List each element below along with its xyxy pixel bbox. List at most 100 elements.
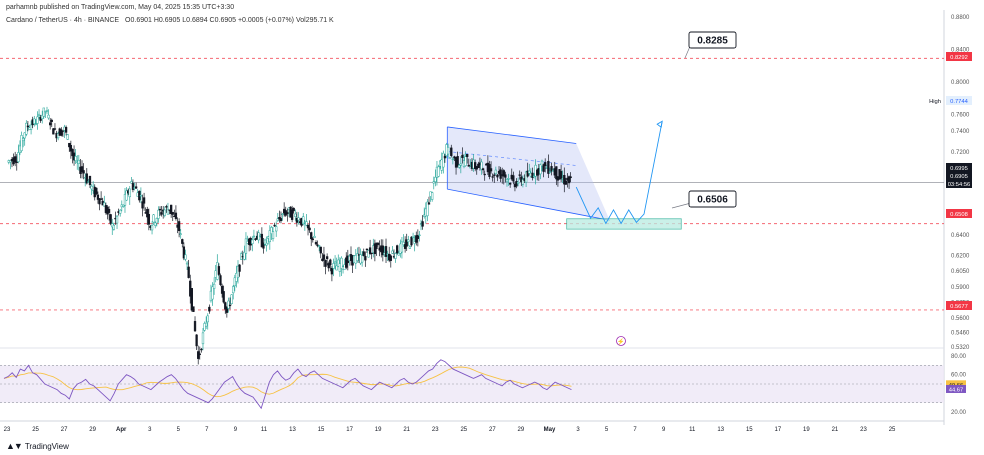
candle-body: [25, 122, 28, 135]
candle-body: [115, 215, 119, 224]
candle-body: [276, 218, 279, 221]
candle-body: [281, 213, 284, 216]
candle-body: [139, 195, 143, 197]
time-tick-19: May: [544, 427, 556, 433]
candle-body: [270, 227, 273, 234]
time-tick-4: Apr: [116, 427, 127, 433]
time-tick-30: 23: [860, 427, 867, 433]
candle-body: [491, 176, 494, 178]
candle-body: [502, 170, 505, 177]
price-tick-15: 0.5320: [951, 345, 970, 351]
rsi-ma-line: [3, 366, 572, 398]
candle-body: [563, 175, 566, 185]
candle-body: [521, 179, 525, 185]
projection-arrowhead: [656, 120, 663, 129]
candle-body: [458, 164, 461, 168]
time-tick-29: 21: [832, 427, 839, 433]
candle-body: [47, 114, 50, 119]
candle-body: [327, 263, 330, 269]
candle-body: [195, 334, 198, 347]
ohlc-close: C0.6905: [209, 17, 237, 24]
candle-body: [181, 239, 184, 244]
candle-body: [50, 119, 53, 122]
candle-body: [555, 166, 558, 180]
time-tick-10: 13: [289, 427, 296, 433]
candle-body: [450, 147, 453, 156]
candle-body: [318, 245, 321, 247]
time-tick-28: 19: [803, 427, 810, 433]
candle-body: [217, 266, 221, 275]
candle-body: [160, 212, 163, 215]
candle-body: [362, 251, 365, 256]
symbol-name[interactable]: Cardano / TetherUS · 4h · BINANCE: [6, 17, 120, 24]
candle-body: [112, 225, 115, 230]
candle-body: [456, 156, 459, 167]
ohlc-high: H0.6905: [153, 17, 181, 24]
candle-body: [431, 192, 434, 200]
price-label-3: [946, 171, 972, 180]
candle-body: [512, 175, 515, 182]
price-label-5: [946, 209, 972, 218]
time-tick-26: 15: [746, 427, 753, 433]
candle-body: [103, 202, 106, 207]
time-tick-18: 29: [518, 427, 525, 433]
candle-body: [434, 176, 437, 182]
candle-body: [197, 351, 200, 359]
candle-body: [273, 224, 276, 227]
candle-body: [177, 221, 181, 231]
callout-label-1: 0.6506: [697, 195, 728, 206]
time-tick-21: 5: [605, 427, 609, 433]
candle-body: [466, 153, 469, 157]
candle-body: [21, 138, 25, 142]
candle-body: [442, 152, 445, 168]
candle-body: [340, 257, 343, 269]
price-tick-9: 0.6200: [951, 254, 970, 260]
tradingview-logo-icon: ▲▼: [6, 441, 23, 451]
price-label-text-5: 0.6508: [950, 212, 968, 218]
candle-body: [509, 183, 512, 185]
candle-body: [302, 216, 305, 225]
candle-body: [206, 315, 209, 323]
candle-body: [480, 161, 483, 170]
candle-body: [37, 113, 41, 116]
candle-body: [459, 163, 462, 166]
candle-body: [499, 169, 502, 179]
time-tick-13: 19: [375, 427, 382, 433]
candle-body: [71, 149, 74, 157]
candle-body: [446, 146, 450, 155]
time-tick-27: 17: [775, 427, 782, 433]
candle-body: [125, 190, 128, 201]
candle-body: [163, 209, 166, 216]
price-tick-8: 0.6400: [951, 233, 970, 239]
price-label-text-4: 03:54:56: [948, 182, 971, 188]
candle-body: [505, 179, 509, 182]
candle-body: [96, 194, 100, 200]
candle-body: [335, 265, 338, 271]
candle-body: [17, 152, 20, 162]
candle-body: [305, 221, 308, 226]
candle-body: [391, 250, 394, 254]
candle-body: [66, 134, 69, 140]
channel-bottom-line: [447, 188, 610, 221]
candle-body: [77, 159, 80, 164]
time-tick-25: 13: [717, 427, 724, 433]
time-tick-0: 23: [4, 427, 11, 433]
candle-body: [166, 208, 170, 215]
candle-body: [333, 261, 337, 264]
candle-body: [407, 239, 410, 242]
candle-body: [52, 128, 55, 135]
candle-body: [60, 129, 63, 136]
candle-body: [400, 241, 404, 253]
candle-body: [243, 252, 246, 260]
time-tick-23: 9: [662, 427, 666, 433]
candle-body: [286, 212, 289, 215]
candle-body: [187, 266, 190, 278]
price-tick-13: 0.5600: [951, 316, 970, 322]
candle-body: [493, 174, 496, 176]
candle-body: [232, 286, 235, 294]
candle-body: [122, 204, 125, 207]
candle-body: [311, 238, 314, 241]
candle-body: [85, 173, 88, 184]
brand-name: TradingView: [24, 441, 69, 451]
